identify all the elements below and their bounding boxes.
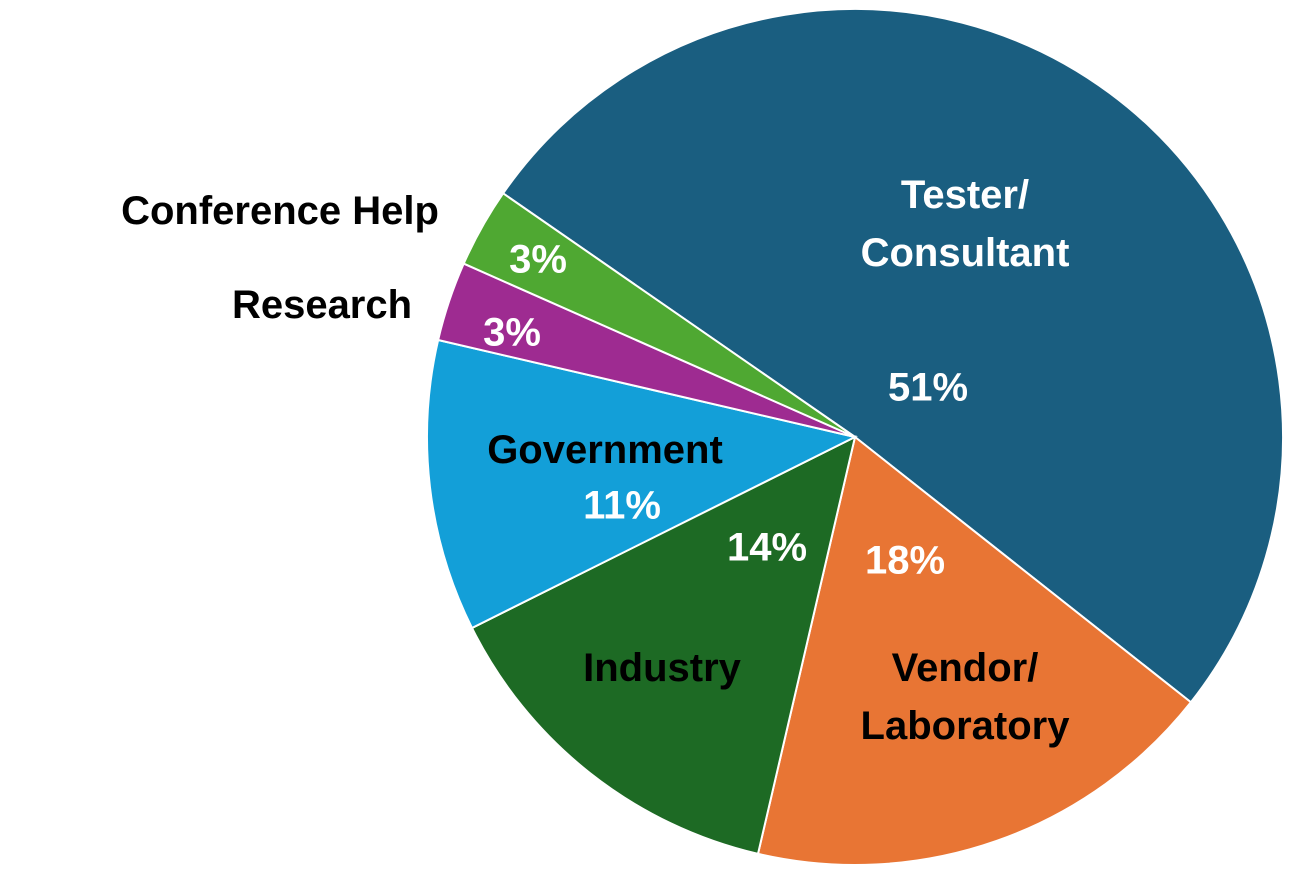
slice-label: Government bbox=[487, 428, 723, 472]
slice-label: Research bbox=[232, 283, 412, 327]
pie-slice bbox=[470, 435, 857, 856]
slice-label: Tester/Consultant bbox=[861, 173, 1070, 275]
value-label: 3% bbox=[509, 238, 567, 282]
pie-slice bbox=[462, 191, 856, 438]
value-label: 18% bbox=[865, 539, 945, 583]
pie-slice bbox=[501, 7, 1284, 704]
value-label: 14% bbox=[727, 526, 807, 570]
value-label: 3% bbox=[483, 311, 541, 355]
slice-label: Industry bbox=[583, 646, 742, 690]
value-label: 11% bbox=[583, 484, 661, 528]
slice-label: Vendor/Laboratory bbox=[861, 646, 1071, 748]
value-label: 51% bbox=[888, 366, 968, 410]
pie-slice bbox=[426, 338, 858, 630]
slice-label: Conference Help bbox=[121, 189, 439, 233]
pie-slice bbox=[756, 435, 1193, 866]
